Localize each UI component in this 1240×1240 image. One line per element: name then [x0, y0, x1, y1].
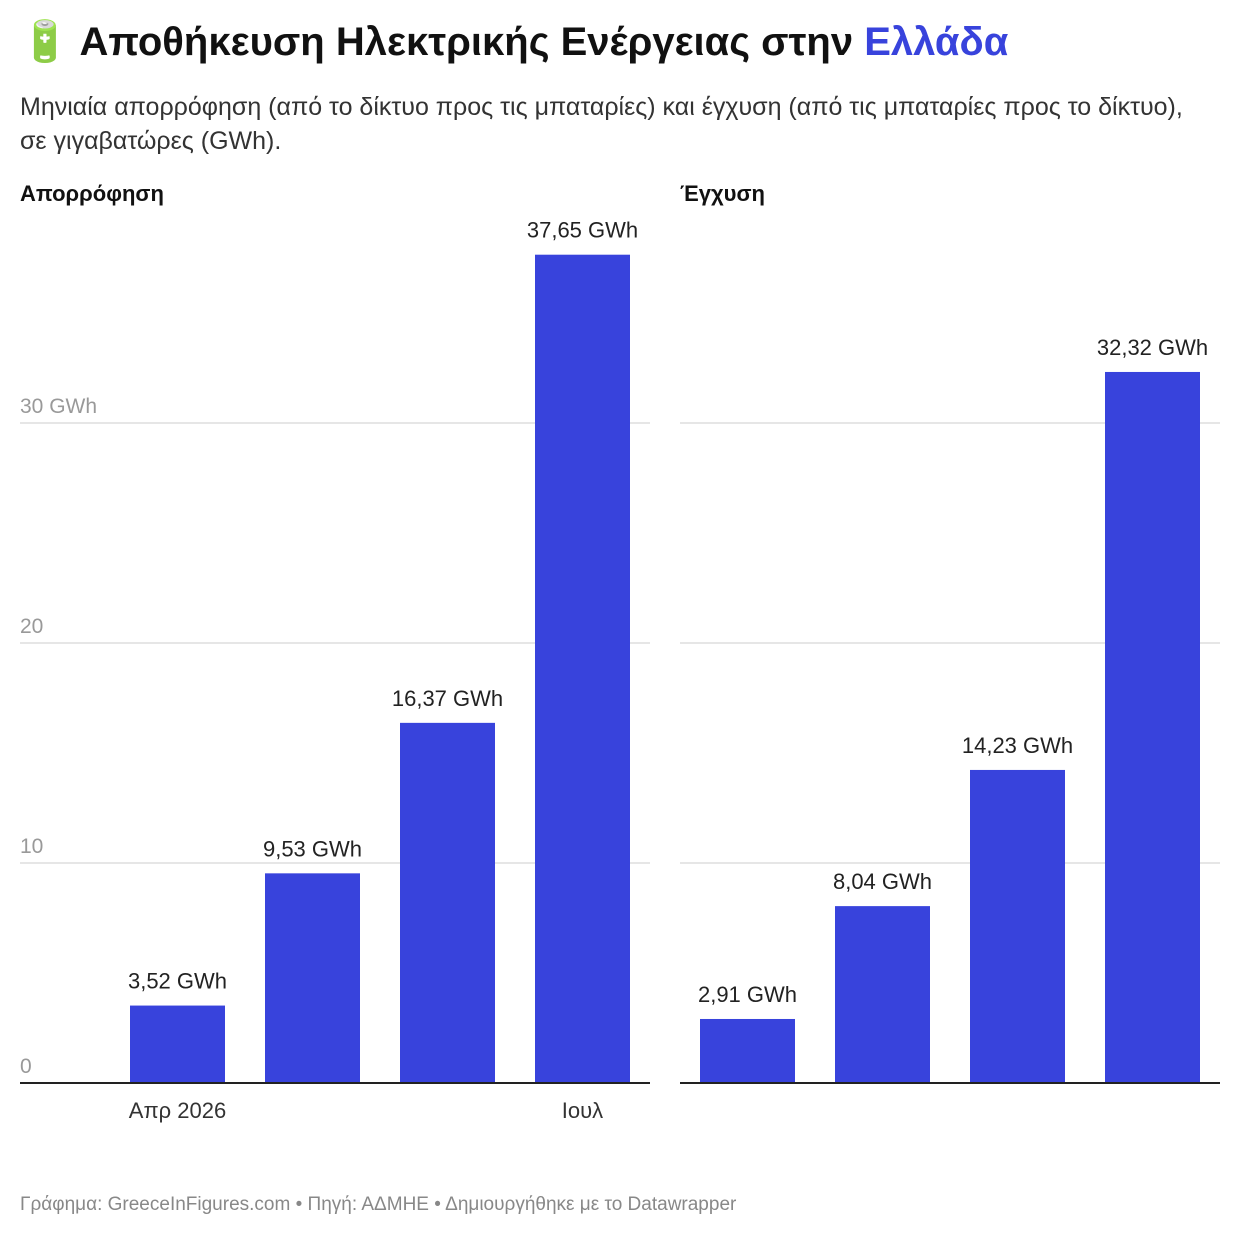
value-label: 37,65 GWh	[527, 218, 638, 243]
y-tick-label: 10	[20, 835, 43, 858]
bar	[535, 254, 630, 1083]
title-text: Αποθήκευση Ηλεκτρικής Ενέργειας στην	[79, 20, 854, 64]
title-icon: 🔋	[20, 20, 70, 64]
value-label: 8,04 GWh	[833, 869, 932, 894]
value-label: 32,32 GWh	[1097, 335, 1208, 360]
bar	[700, 1018, 795, 1083]
y-tick-label: 0	[20, 1055, 32, 1078]
bar	[835, 906, 930, 1083]
source: Γράφημα: GreeceInFigures.com • Πηγή: ΑΔΜ…	[20, 1194, 737, 1215]
title: 🔋 Αποθήκευση Ηλεκτρικής Ενέργειας στην Ε…	[20, 18, 1008, 65]
bar	[400, 722, 495, 1083]
title-highlight: Ελλάδα	[864, 20, 1009, 64]
panel-title: Απορρόφηση	[20, 181, 164, 206]
y-tick-label: 30 GWh	[20, 395, 97, 418]
bar	[130, 1005, 225, 1083]
bar	[970, 769, 1065, 1083]
bar	[1105, 371, 1200, 1084]
value-label: 3,52 GWh	[128, 969, 227, 994]
value-label: 16,37 GWh	[392, 686, 503, 711]
subtitle: Μηνιαία απορρόφηση (από το δίκτυο προς τ…	[20, 93, 1183, 155]
bar	[265, 873, 360, 1083]
x-tick-label: Απρ 2026	[128, 1098, 227, 1123]
panel-title: Έγχυση	[680, 181, 765, 206]
x-tick-label: Ιουλ	[561, 1098, 604, 1123]
value-label: 2,91 GWh	[698, 982, 797, 1007]
value-label: 14,23 GWh	[962, 733, 1073, 758]
y-tick-label: 20	[20, 615, 43, 638]
value-label: 9,53 GWh	[263, 836, 362, 861]
